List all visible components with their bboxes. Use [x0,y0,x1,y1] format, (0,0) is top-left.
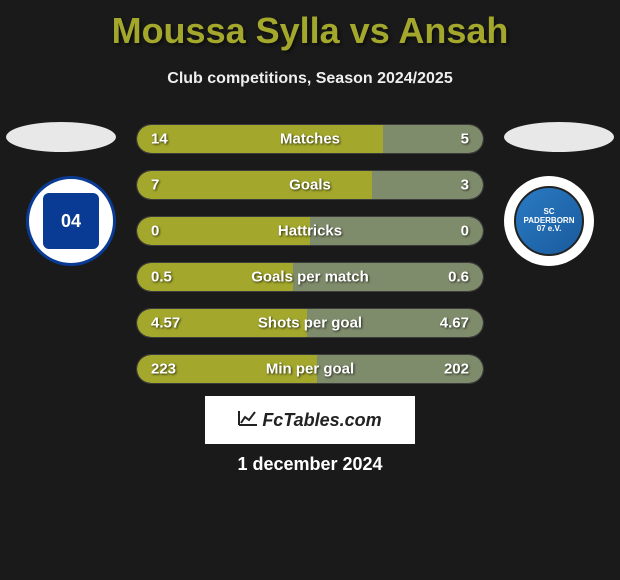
stat-row: 14 5 Matches [136,124,484,154]
stat-label: Matches [280,131,340,148]
stat-value-right: 5 [461,131,469,148]
stat-value-right: 4.67 [440,315,469,332]
club-logo-left: 04 [26,176,116,266]
stat-label: Hattricks [278,223,342,240]
watermark-text: FcTables.com [262,410,381,431]
stat-value-left: 14 [151,131,168,148]
stat-label: Shots per goal [258,315,362,332]
stat-value-right: 0.6 [448,269,469,286]
stat-row: 4.57 4.67 Shots per goal [136,308,484,338]
stat-value-left: 223 [151,361,176,378]
stat-value-left: 0.5 [151,269,172,286]
bar-segment-left [137,125,383,153]
club-logo-right: SC PADERBORN 07 e.V. [504,176,594,266]
stat-value-left: 7 [151,177,159,194]
stat-value-left: 0 [151,223,159,240]
subtitle: Club competitions, Season 2024/2025 [0,70,620,88]
chart-icon [238,410,258,431]
club-logo-left-text: 04 [41,191,101,251]
date-label: 1 december 2024 [237,454,382,475]
stat-label: Min per goal [266,361,354,378]
title-left: Moussa Sylla [112,10,340,51]
stat-value-right: 202 [444,361,469,378]
stat-value-left: 4.57 [151,315,180,332]
title-vs: vs [340,10,399,51]
watermark: FcTables.com [205,396,415,444]
title-right: Ansah [398,10,508,51]
stat-row: 223 202 Min per goal [136,354,484,384]
stat-label: Goals per match [251,269,369,286]
stat-row: 7 3 Goals [136,170,484,200]
club-logo-right-l3: 07 e.V. [537,225,562,234]
stat-label: Goals [289,177,331,194]
player-photo-right [504,122,614,152]
page-title: Moussa Sylla vs Ansah [0,0,620,52]
stat-value-right: 0 [461,223,469,240]
stat-bars: 14 5 Matches 7 3 Goals 0 0 Hattricks 0.5 0.6 Goals … [136,124,484,400]
stat-row: 0 0 Hattricks [136,216,484,246]
bar-segment-left [137,171,372,199]
stat-row: 0.5 0.6 Goals per match [136,262,484,292]
stat-value-right: 3 [461,177,469,194]
player-photo-left [6,122,116,152]
